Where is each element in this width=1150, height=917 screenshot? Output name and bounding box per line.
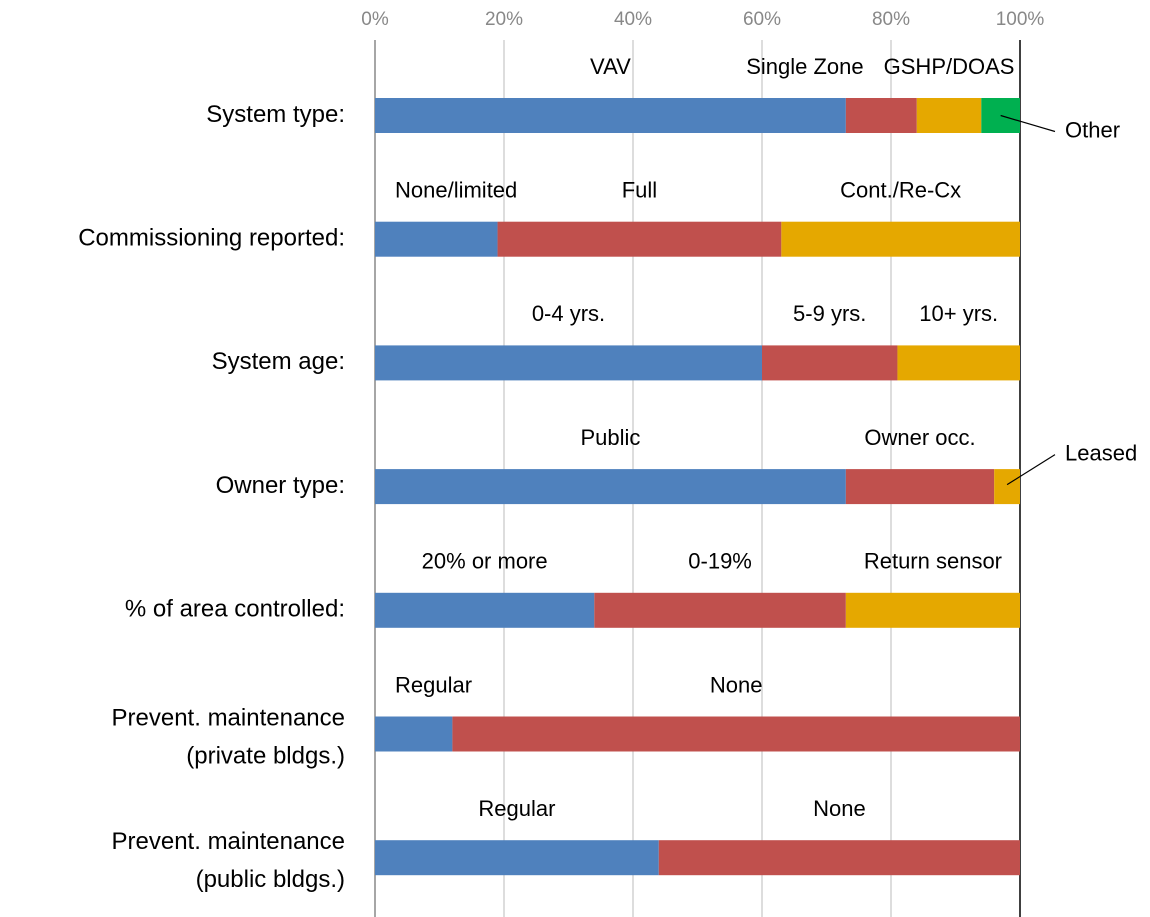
- bar-segment: [497, 221, 782, 257]
- bar-segment: [781, 221, 1020, 257]
- bar-segment: [452, 716, 1020, 752]
- x-tick-label: 60%: [743, 9, 781, 30]
- bar-segment: [375, 716, 453, 752]
- bar-segment: [375, 221, 498, 257]
- bar-segment: [916, 98, 982, 133]
- category-label: Owner type:: [216, 472, 345, 499]
- segment-label: 20% or more: [422, 549, 548, 574]
- bar-segment: [845, 592, 1020, 628]
- bar-segment: [658, 840, 1020, 876]
- segment-label: None: [710, 672, 763, 697]
- segment-label: VAV: [590, 54, 631, 79]
- category-label: % of area controlled:: [125, 596, 345, 623]
- segment-label: GSHP/DOAS: [884, 54, 1015, 79]
- category-label: (private bldgs.): [186, 742, 345, 769]
- bar-segment: [375, 345, 762, 381]
- segment-label: 0-4 yrs.: [532, 301, 605, 326]
- x-tick-label: 40%: [614, 9, 652, 30]
- segment-label: Regular: [478, 796, 555, 821]
- segment-label: 10+ yrs.: [919, 301, 998, 326]
- bar-segment: [375, 592, 595, 628]
- bar-segment: [897, 345, 1020, 381]
- category-label: (public bldgs.): [196, 866, 345, 893]
- bar-segment: [994, 469, 1020, 505]
- segment-label: None/limited: [395, 178, 517, 203]
- segment-label: None: [813, 796, 866, 821]
- segment-label: 0-19%: [688, 549, 752, 574]
- segment-label: Return sensor: [864, 549, 1002, 574]
- segment-label: Other: [1065, 117, 1120, 142]
- x-tick-label: 0%: [361, 9, 389, 30]
- category-label: System type:: [206, 101, 345, 128]
- segment-label: Regular: [395, 672, 472, 697]
- bar-segment: [762, 345, 898, 381]
- segment-label: Full: [622, 178, 657, 203]
- category-label: System age:: [212, 348, 345, 375]
- callout-line: [1006, 454, 1056, 486]
- segment-label: Owner occ.: [864, 425, 975, 450]
- segment-label: Single Zone: [746, 54, 863, 79]
- bar-segment: [375, 98, 846, 133]
- segment-label: Leased: [1065, 440, 1137, 465]
- bar-segment: [375, 469, 846, 505]
- bar-segment: [845, 98, 917, 133]
- segment-label: Public: [580, 425, 640, 450]
- x-tick-label: 20%: [485, 9, 523, 30]
- segment-label: 5-9 yrs.: [793, 301, 866, 326]
- category-label: Commissioning reported:: [78, 225, 345, 252]
- bar-segment: [845, 469, 995, 505]
- category-label: Prevent. maintenance: [112, 704, 345, 731]
- segment-label: Cont./Re-Cx: [840, 178, 961, 203]
- x-tick-label: 100%: [996, 9, 1045, 30]
- bar-segment: [375, 840, 659, 876]
- callout-line: [1000, 114, 1056, 133]
- x-tick-label: 80%: [872, 9, 910, 30]
- category-label: Prevent. maintenance: [112, 828, 345, 855]
- bar-segment: [594, 592, 846, 628]
